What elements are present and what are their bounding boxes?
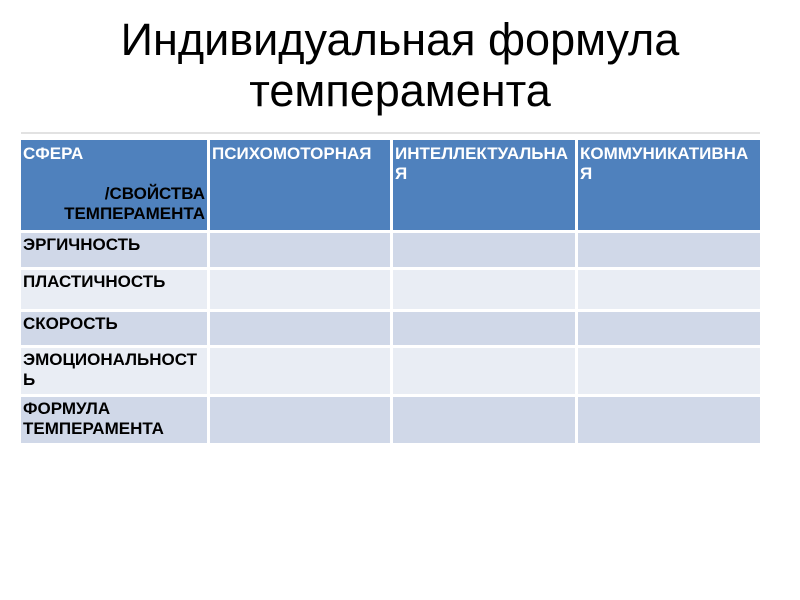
row-label-plastichnost: ПЛАСТИЧНОСТЬ (21, 270, 207, 309)
empty-cell-plastichnost-communicative (578, 270, 760, 309)
empty-cell-skorost-psychomotor (210, 312, 390, 345)
empty-cell-ergichnost-psychomotor (210, 233, 390, 267)
empty-cell-formula-communicative (578, 397, 760, 443)
empty-cell-formula-intellectual (393, 397, 575, 443)
header-cell-sphere: СФЕРА /СВОЙСТВА ТЕМПЕРАМЕНТА (21, 140, 207, 230)
header-cell-psychomotor: ПСИХОМОТОРНАЯ (210, 140, 390, 230)
table-top-border (21, 132, 760, 134)
empty-cell-emotsionalnost-psychomotor (210, 348, 390, 394)
temperament-properties-label: /СВОЙСТВА ТЕМПЕРАМЕНТА (64, 184, 205, 224)
empty-cell-skorost-intellectual (393, 312, 575, 345)
empty-cell-plastichnost-psychomotor (210, 270, 390, 309)
row-label-skorost: СКОРОСТЬ (21, 312, 207, 345)
empty-cell-ergichnost-intellectual (393, 233, 575, 267)
row-label-formula-temperamenta: ФОРМУЛА ТЕМПЕРАМЕНТА (21, 397, 207, 443)
empty-cell-emotsionalnost-intellectual (393, 348, 575, 394)
header-cell-communicative: КОММУНИКАТИВНАЯ (578, 140, 760, 230)
empty-cell-ergichnost-communicative (578, 233, 760, 267)
empty-cell-emotsionalnost-communicative (578, 348, 760, 394)
empty-cell-formula-psychomotor (210, 397, 390, 443)
sphere-label: СФЕРА (23, 144, 84, 163)
row-label-emotsionalnost: ЭМОЦИОНАЛЬНОСТЬ (21, 348, 207, 394)
temperament-table: СФЕРА /СВОЙСТВА ТЕМПЕРАМЕНТА ПСИХОМОТОРН… (21, 140, 760, 443)
slide-title: Индивидуальная формула темперамента (120, 14, 680, 117)
header-cell-intellectual: ИНТЕЛЛЕКТУАЛЬНАЯ (393, 140, 575, 230)
empty-cell-plastichnost-intellectual (393, 270, 575, 309)
empty-cell-skorost-communicative (578, 312, 760, 345)
row-label-ergichnost: ЭРГИЧНОСТЬ (21, 233, 207, 267)
